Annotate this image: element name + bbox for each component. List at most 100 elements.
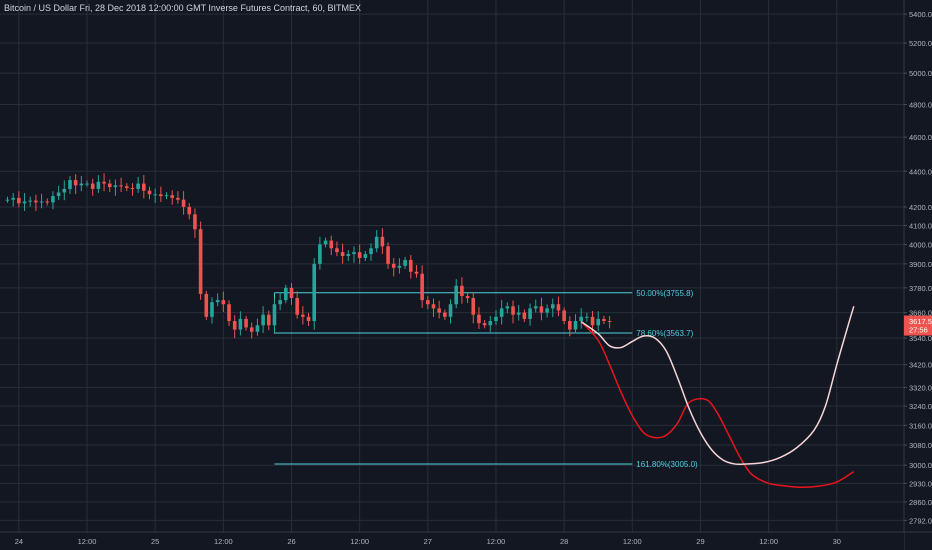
candle-body [335, 248, 339, 253]
candle-body [39, 201, 44, 203]
price-tick-label: 3660.0 [909, 309, 932, 318]
candle-body [482, 323, 487, 326]
candle-body [90, 183, 95, 189]
price-axis-background [904, 0, 932, 550]
candle-body [289, 287, 294, 299]
candle-body [136, 183, 140, 189]
candle-body [397, 265, 402, 268]
time-axis[interactable]: 24 12:00 25 12:00 26 12:00 27 12:00 28 12:00 29 12:… [0, 531, 932, 550]
candle-body [301, 314, 305, 317]
price-tick-label: 4200.0 [909, 203, 932, 212]
candle-body [312, 263, 317, 322]
candle-body [511, 306, 515, 315]
candle-body [471, 298, 476, 315]
candle-body [164, 195, 169, 197]
candle-body [516, 312, 521, 315]
candle-body [585, 316, 589, 318]
time-tick-label: 29 [696, 537, 704, 546]
fib-level-label: 161.80%(3005.0) [636, 460, 698, 469]
projection-curves [580, 306, 855, 489]
time-tick-label: 12:00 [623, 537, 642, 546]
price-tick-label: 2792.0 [909, 516, 932, 525]
candle-body [607, 321, 612, 323]
time-tick-label: 12:00 [759, 537, 778, 546]
candle-body [391, 263, 396, 268]
candle-body [56, 192, 61, 197]
candle-body [448, 304, 453, 317]
candle-body [533, 306, 538, 309]
candle-body [28, 200, 33, 202]
candle-body [369, 248, 373, 255]
candle-body [215, 300, 220, 303]
candle-body [556, 304, 561, 311]
time-tick-label: 12:00 [78, 537, 97, 546]
candle-body [460, 285, 464, 297]
time-tick-label: 26 [287, 537, 295, 546]
price-tick-label: 5200.0 [909, 39, 932, 48]
candle-body [187, 206, 192, 215]
price-tick-label: 2930.0 [909, 479, 932, 488]
candle-body [232, 321, 237, 330]
time-tick-label: 30 [833, 537, 841, 546]
candle-body [85, 183, 89, 185]
candle-body [374, 236, 379, 249]
candle-body [272, 304, 277, 326]
candle-body [5, 199, 10, 201]
candle-body [147, 190, 152, 195]
bar-countdown: 27:56 [909, 326, 928, 335]
candle-body [596, 318, 601, 326]
candle-body [113, 185, 118, 188]
candle-body [426, 300, 430, 305]
candle-body [494, 316, 498, 322]
chart-title: Bitcoin / US Dollar Fri, 28 Dec 2018 12:… [4, 3, 361, 13]
candle-body [68, 180, 72, 189]
time-tick-label: 25 [151, 537, 159, 546]
candle-body [96, 181, 101, 189]
candle-body [499, 308, 504, 317]
candle-body [505, 306, 510, 309]
fib-level-label: 78.60%(3563.7) [636, 329, 693, 338]
projection-curve-pink [580, 306, 855, 466]
time-tick-label: 28 [560, 537, 568, 546]
candle-body [244, 318, 248, 328]
price-axis[interactable]: 5400.0 5200.0 5000.0 4800.0 4600.0 4400.0 4200… [903, 0, 932, 550]
candle-body [79, 183, 84, 186]
candle-body [130, 188, 135, 190]
price-tick-label: 3000.0 [909, 461, 932, 470]
last-price-tag [904, 315, 932, 336]
candle-body [562, 310, 566, 322]
price-tick-label: 3900.0 [909, 260, 932, 269]
candle-body [11, 197, 15, 200]
price-tick-label: 3080.0 [909, 441, 932, 450]
candle-body [45, 201, 50, 203]
candle-body [261, 314, 265, 326]
candle-body [408, 259, 413, 272]
candle-body [193, 214, 197, 230]
candle-body [579, 316, 583, 322]
time-tick-label: 24 [15, 537, 23, 546]
candle-body [550, 304, 555, 309]
candle-body [568, 321, 572, 330]
candle-body [590, 316, 595, 326]
candle-body [266, 314, 271, 326]
candle-body [545, 308, 549, 313]
candle-body [51, 196, 55, 203]
price-tick-label: 3320.0 [909, 383, 932, 392]
candle-body [176, 197, 180, 200]
candle-body [159, 194, 163, 197]
time-tick-label: 12:00 [350, 537, 369, 546]
candle-body [198, 229, 203, 294]
candle-body [278, 300, 282, 305]
candle-body [528, 308, 532, 319]
fibonacci-extension[interactable]: 50.00%(3755.8) 78.60%(3563.7) 161.80%(3005… [273, 289, 698, 469]
candle-body [437, 308, 441, 313]
candle-body [323, 240, 328, 245]
candle-body [414, 271, 419, 274]
candle-body [357, 252, 362, 258]
candle-body [249, 327, 254, 332]
candle-body [386, 246, 390, 264]
candle-body [119, 185, 123, 187]
candle-body [107, 183, 112, 188]
